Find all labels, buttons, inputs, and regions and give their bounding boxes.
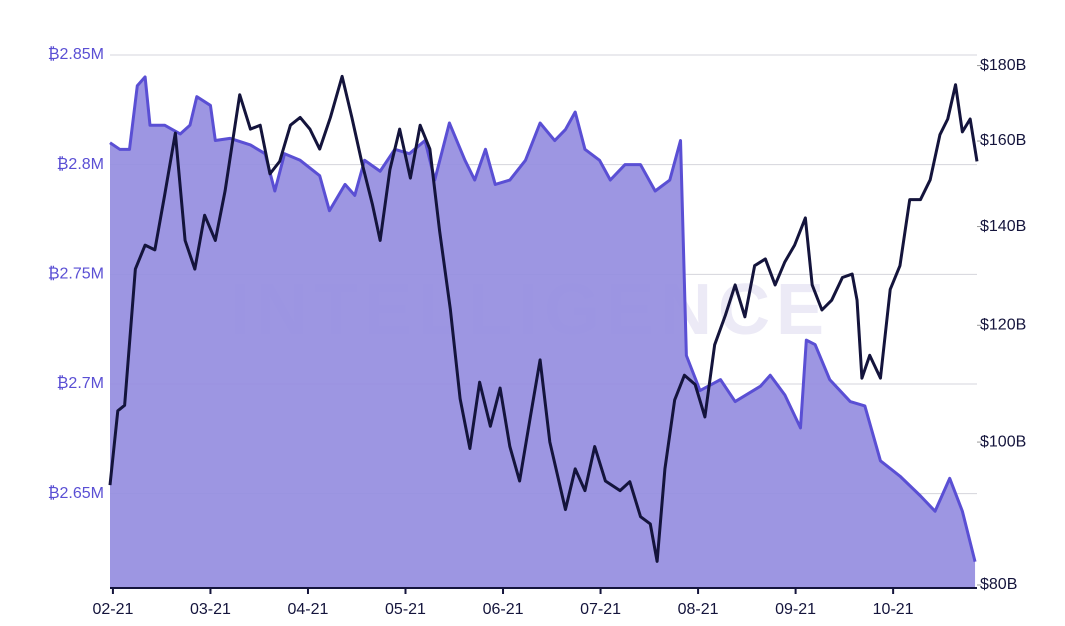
y-tick-label: ₿2.8M — [57, 155, 104, 173]
y2-tick-label: $80B — [980, 576, 1017, 593]
line — [108, 74, 979, 563]
x-tick-label: 08-21 — [678, 601, 719, 618]
y2-tick-label: $100B — [980, 433, 1026, 450]
x-tick-label: 05-21 — [385, 601, 426, 618]
x-tick-label: 09-21 — [775, 601, 816, 618]
y-tick-label: ₿2.65M — [48, 484, 104, 502]
y-tick-label: ₿2.75M — [48, 265, 104, 283]
y2-tick-label: $160B — [980, 132, 1026, 149]
y2-tick-label: $120B — [980, 317, 1026, 334]
y2-tick-label: $180B — [980, 57, 1026, 74]
x-tick-label: 02-21 — [92, 601, 133, 618]
x-tick-label: 04-21 — [288, 601, 329, 618]
x-tick-label: 06-21 — [483, 601, 524, 618]
y2-tick-label: $140B — [980, 218, 1026, 235]
x-tick-label: 03-21 — [190, 601, 231, 618]
y-tick-label: ₿2.85M — [48, 45, 104, 63]
area-edge — [109, 75, 977, 563]
x-tick-label: 07-21 — [580, 601, 621, 618]
x-tick-label: 10-21 — [873, 601, 914, 618]
y-tick-label: ₿2.7M — [57, 374, 104, 392]
area — [110, 76, 976, 589]
